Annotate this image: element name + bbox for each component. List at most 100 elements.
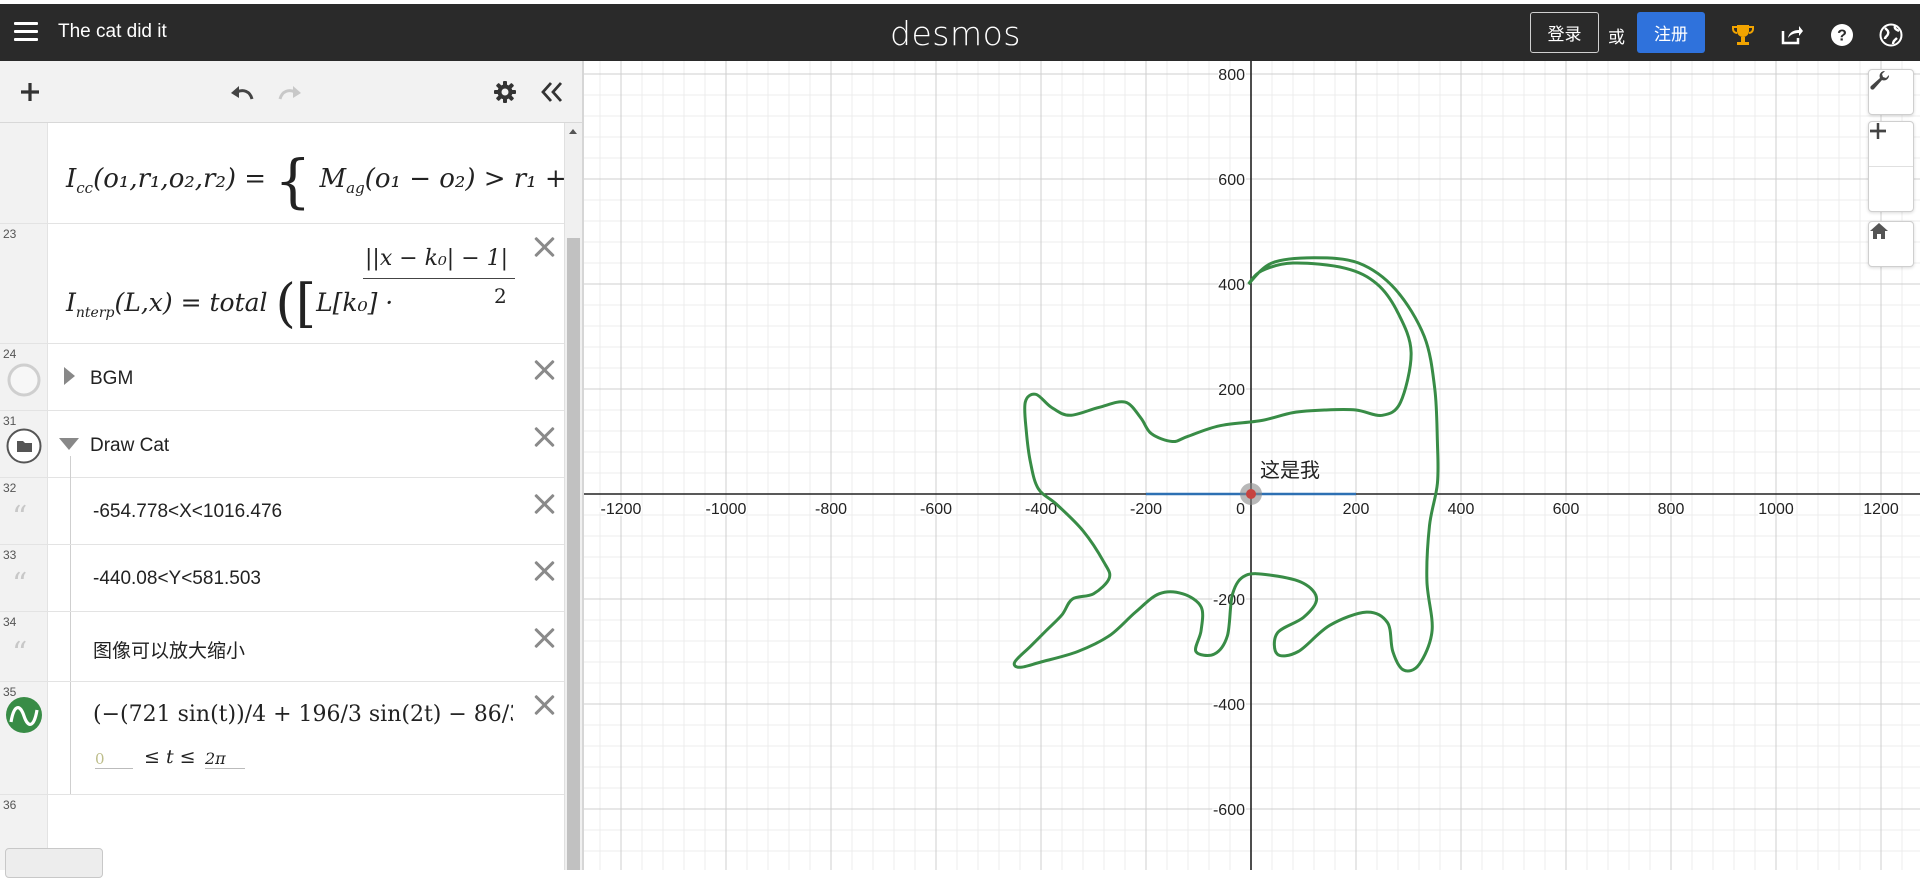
x-tick-label: 1000 bbox=[1758, 501, 1794, 518]
y-tick-label: 400 bbox=[1218, 277, 1245, 294]
language-globe-icon[interactable] bbox=[1878, 22, 1904, 48]
expression-row[interactable]: 23 Interp(L,x) = total ([L[k₀] · ||x − k… bbox=[0, 224, 564, 344]
folder-guide-line bbox=[70, 478, 71, 544]
graph-paper[interactable]: -1200 -1000 -800 -600 -400 -200 0 200 400 600 800 1… bbox=[584, 61, 1920, 870]
parametric-row[interactable]: 35 (−(721 sin(t))/4 + 196/3 sin(2t) − 86… bbox=[0, 682, 564, 795]
folder-guide-line bbox=[70, 545, 71, 611]
note-quote-icon: “ bbox=[12, 567, 28, 602]
folder-expand-icon[interactable] bbox=[62, 366, 76, 386]
x-tick-label: 1200 bbox=[1863, 501, 1899, 518]
y-tick-label: 600 bbox=[1218, 172, 1245, 189]
desmos-logo: desmos bbox=[890, 14, 1021, 53]
expression-row[interactable]: Icc(o₁,r₁,o₂,r₂) = { Mag(o₁ − o₂) > r₁ +… bbox=[0, 123, 564, 224]
zoom-out-icon[interactable] bbox=[1869, 129, 1913, 211]
x-tick-label: 400 bbox=[1448, 501, 1475, 518]
folder-row[interactable]: 24 BGM bbox=[0, 344, 564, 411]
share-icon[interactable] bbox=[1779, 22, 1805, 48]
fraction-numerator: ||x − k₀| − 1| − bbox=[365, 246, 515, 271]
y-tick-label: -400 bbox=[1213, 697, 1245, 714]
folder-guide-line bbox=[70, 456, 71, 478]
note-quote-icon: “ bbox=[12, 500, 28, 535]
redo-icon[interactable] bbox=[274, 76, 306, 108]
note-text[interactable]: 图像可以放大缩小 bbox=[93, 641, 246, 662]
folder-label[interactable]: Draw Cat bbox=[90, 435, 170, 456]
zoom-separator bbox=[1869, 166, 1913, 167]
menu-icon[interactable] bbox=[14, 22, 38, 42]
y-tick-label: 200 bbox=[1218, 382, 1245, 399]
expression-toolbar bbox=[0, 61, 582, 123]
folder-row[interactable]: 31 Draw Cat bbox=[0, 411, 564, 478]
graph-canvas[interactable]: -1200 -1000 -800 -600 -400 -200 0 200 400 600 800 1… bbox=[584, 61, 1920, 870]
note-quote-icon: “ bbox=[12, 636, 28, 671]
empty-expression-row[interactable]: 36 bbox=[0, 795, 564, 870]
add-icon[interactable] bbox=[14, 76, 46, 108]
expression-math[interactable]: Interp(L,x) = total ([L[k₀] · bbox=[66, 274, 394, 334]
note-row[interactable]: 34 “ 图像可以放大缩小 bbox=[0, 612, 564, 682]
x-tick-label: -600 bbox=[920, 501, 952, 518]
hidden-circle-icon[interactable] bbox=[6, 362, 42, 398]
scroll-up-arrow-icon[interactable] bbox=[569, 129, 577, 134]
delete-expression-button[interactable] bbox=[532, 424, 556, 448]
settings-gear-icon[interactable] bbox=[489, 76, 521, 108]
folder-label[interactable]: BGM bbox=[90, 368, 134, 389]
expression-scrollbar[interactable] bbox=[564, 123, 582, 870]
help-icon[interactable]: ? bbox=[1829, 22, 1855, 48]
point-label: 这是我 bbox=[1260, 458, 1320, 482]
delete-expression-button[interactable] bbox=[532, 234, 556, 258]
collapse-panel-icon[interactable] bbox=[536, 76, 568, 108]
trophy-icon[interactable] bbox=[1730, 22, 1756, 48]
t-max-input[interactable]: 2π bbox=[205, 749, 245, 769]
folder-guide-line bbox=[70, 612, 71, 681]
expression-gutter: 23 bbox=[0, 224, 48, 343]
x-tick-label: -1200 bbox=[601, 501, 642, 518]
keypad-toggle-button[interactable] bbox=[5, 848, 103, 878]
folder-collapse-icon[interactable] bbox=[58, 437, 80, 451]
folder-guide-line bbox=[70, 682, 71, 794]
folder-icon[interactable] bbox=[5, 427, 43, 465]
expression-gutter bbox=[0, 123, 48, 223]
top-bar: The cat did it desmos 登录 或 注册 ? bbox=[0, 0, 1920, 61]
expression-gutter: 34 “ bbox=[0, 612, 48, 681]
scrollbar-thumb[interactable] bbox=[567, 238, 580, 870]
svg-text:?: ? bbox=[1837, 28, 1847, 45]
cat-curve bbox=[1012, 256, 1440, 673]
panel-divider[interactable] bbox=[582, 61, 584, 870]
x-tick-label: 0 bbox=[1236, 501, 1245, 518]
t-min-input[interactable]: 0 bbox=[95, 750, 133, 769]
x-tick-label: -1000 bbox=[706, 501, 747, 518]
wrench-icon[interactable] bbox=[1869, 70, 1913, 114]
expression-gutter: 33 “ bbox=[0, 545, 48, 611]
delete-expression-button[interactable] bbox=[532, 558, 556, 582]
x-tick-label: -400 bbox=[1025, 501, 1057, 518]
delete-expression-button[interactable] bbox=[532, 491, 556, 515]
expression-gutter: 31 bbox=[0, 411, 48, 477]
x-tick-label: -200 bbox=[1130, 501, 1162, 518]
note-text[interactable]: -440.08<Y<581.503 bbox=[93, 568, 261, 589]
login-button[interactable]: 登录 bbox=[1530, 12, 1599, 53]
expression-math[interactable]: Icc(o₁,r₁,o₂,r₂) = { Mag(o₁ − o₂) > r₁ +… bbox=[66, 147, 564, 215]
note-row[interactable]: 32 “ -654.778<X<1016.476 bbox=[0, 478, 564, 545]
fraction-bar bbox=[363, 278, 515, 279]
undo-icon[interactable] bbox=[226, 76, 258, 108]
home-icon[interactable] bbox=[1869, 222, 1913, 266]
graph-title[interactable]: The cat did it bbox=[58, 21, 167, 42]
origin-point bbox=[1246, 489, 1256, 499]
delete-expression-button[interactable] bbox=[532, 357, 556, 381]
y-tick-label: 800 bbox=[1218, 67, 1245, 84]
note-text[interactable]: -654.778<X<1016.476 bbox=[93, 501, 283, 522]
x-tick-label: -800 bbox=[815, 501, 847, 518]
parametric-formula[interactable]: (−(721 sin(t))/4 + 196/3 sin(2t) − 86/3 bbox=[93, 702, 513, 727]
parametric-curve-icon[interactable] bbox=[5, 696, 43, 734]
signup-button[interactable]: 注册 bbox=[1637, 12, 1705, 53]
expression-gutter: 32 “ bbox=[0, 478, 48, 544]
y-tick-label: -600 bbox=[1213, 802, 1245, 819]
graph-settings-control bbox=[1868, 69, 1914, 115]
note-row[interactable]: 33 “ -440.08<Y<581.503 bbox=[0, 545, 564, 612]
zoom-controls bbox=[1868, 121, 1914, 212]
fraction-denominator: 2 bbox=[494, 284, 507, 308]
expression-list: Icc(o₁,r₁,o₂,r₂) = { Mag(o₁ − o₂) > r₁ +… bbox=[0, 123, 564, 870]
x-tick-label: 600 bbox=[1553, 501, 1580, 518]
t-range-label: ≤ t ≤ bbox=[144, 746, 196, 768]
delete-expression-button[interactable] bbox=[532, 625, 556, 649]
delete-expression-button[interactable] bbox=[532, 692, 556, 716]
